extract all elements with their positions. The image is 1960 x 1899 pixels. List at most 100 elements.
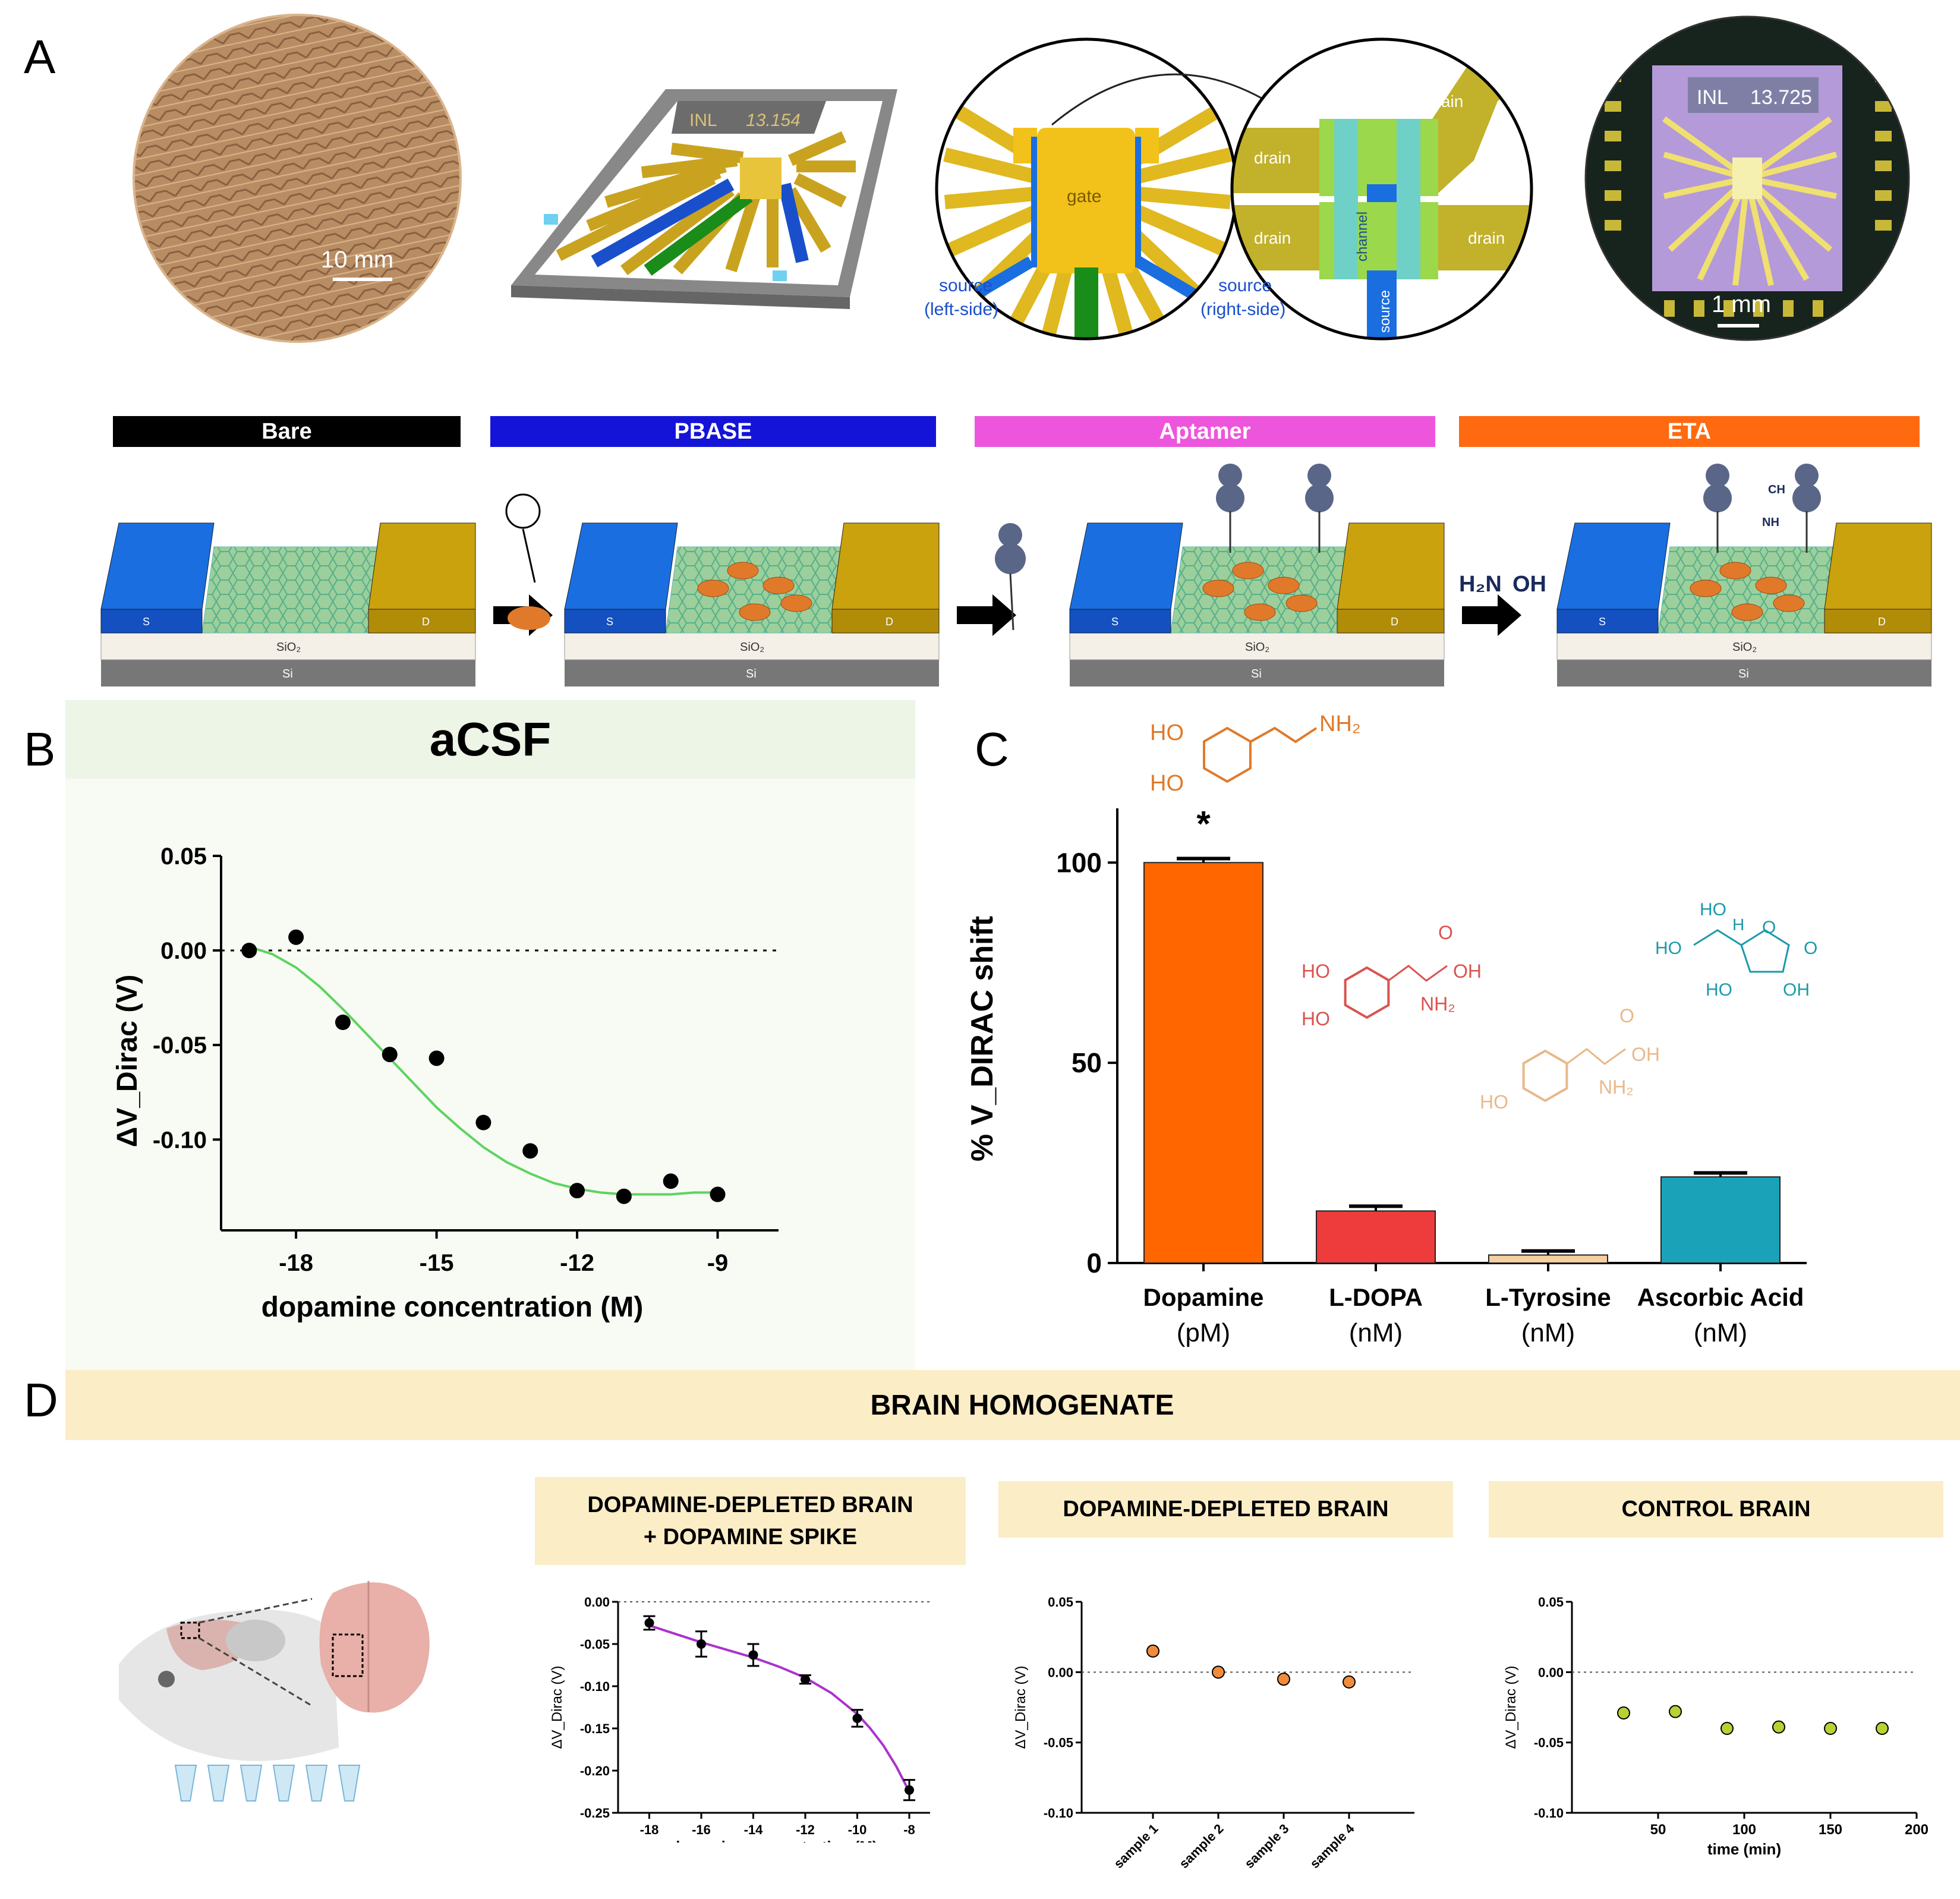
mouse-brain-illustration <box>119 1581 430 1802</box>
chart-d1-spike: 0.00 -0.05 -0.10 -0.15 -0.20 -0.25 ΔV_Dirac (V… <box>549 1595 930 1843</box>
pbase-chain <box>522 528 536 583</box>
data-point <box>748 1650 758 1660</box>
ascorbic-chain <box>1693 929 1742 946</box>
ascorbic-o-ring: O <box>1762 918 1776 937</box>
panel-b-header: aCSF <box>65 700 915 779</box>
data-point <box>1212 1665 1225 1679</box>
x-tick-label: Dopamine <box>1143 1283 1263 1311</box>
bar <box>1488 1254 1608 1264</box>
bar <box>1316 1210 1436 1264</box>
panel-d-banner: BRAIN HOMOGENATE <box>65 1370 1960 1440</box>
ascorbic-h: H <box>1732 915 1744 934</box>
benzene-ring <box>1522 1049 1568 1103</box>
y-tick-label: 0.00 <box>160 938 207 964</box>
source-electrode <box>100 522 215 610</box>
data-point <box>1669 1705 1682 1718</box>
ldopa-chain <box>1388 965 1448 982</box>
data-point <box>1772 1720 1785 1734</box>
x-tick-label: L-Tyrosine <box>1485 1283 1611 1311</box>
subtitle-control: CONTROL BRAIN <box>1489 1481 1943 1538</box>
aptamer-head <box>1706 464 1729 487</box>
source-electrode-front <box>100 609 203 634</box>
process-arrow <box>957 594 1016 636</box>
y-tick-label: 0.05 <box>1048 1595 1073 1610</box>
stage-bar-pbase: PBASE <box>490 416 936 447</box>
data-point <box>382 1047 398 1063</box>
si-layer <box>101 660 475 686</box>
x-axis-label: dopamine concentration (M) <box>261 1292 644 1323</box>
x-tick-label: -16 <box>692 1822 711 1837</box>
subtitle-spike-line2: + DOPAMINE SPIKE <box>643 1525 858 1550</box>
pyrene-molecule <box>1202 580 1234 597</box>
aptamer-head <box>1218 464 1242 487</box>
device-step-3: Si SiO₂ S D <box>1069 464 1521 686</box>
bar <box>1143 862 1263 1264</box>
aptamer-body <box>1216 484 1244 512</box>
data-point <box>852 1713 862 1723</box>
source-label: source <box>1377 290 1393 333</box>
chip-label: INL <box>689 111 717 130</box>
channel-label: channel <box>1354 212 1370 262</box>
data-point <box>1824 1722 1837 1735</box>
source-electrode-front <box>1069 609 1171 634</box>
data-point <box>697 1639 706 1649</box>
ldopa-o: O <box>1438 922 1453 943</box>
x-tick-label: -12 <box>560 1250 594 1276</box>
pyrene-molecule <box>697 580 729 597</box>
y-tick-label: -0.05 <box>1534 1736 1564 1750</box>
source-electrode-front <box>1556 609 1659 634</box>
x-tick-label: 150 <box>1819 1822 1842 1838</box>
drain-label-upper-right: drain <box>1426 92 1463 111</box>
data-point <box>1876 1722 1889 1735</box>
pyrene-molecule <box>1690 580 1722 597</box>
drain-electrode <box>368 522 476 610</box>
chip-number: 13.154 <box>746 111 801 130</box>
y-tick-label: 0.05 <box>160 843 207 870</box>
y-tick-label: 50 <box>1072 1047 1102 1078</box>
aptamer-head <box>1307 464 1331 487</box>
data-point <box>241 943 257 959</box>
y-tick-label: -0.05 <box>580 1637 610 1652</box>
wafer-photo <box>133 14 462 343</box>
x-axis-label: time (min) <box>1707 1840 1781 1858</box>
molecule-dopamine: HO HO NH₂ <box>1150 711 1361 796</box>
pbase-reagent <box>505 493 550 630</box>
x-tick-label: sample 4 <box>1307 1821 1357 1871</box>
y-tick-label: -0.10 <box>580 1679 610 1694</box>
x-tick-label: sample 2 <box>1176 1821 1226 1871</box>
drain-label-bottom: drain <box>1254 229 1291 247</box>
y-tick-label: 0.00 <box>1538 1665 1564 1680</box>
pyrene-molecule <box>1285 594 1318 612</box>
data-point <box>616 1188 632 1204</box>
data-point <box>475 1114 491 1130</box>
y-tick-label: 0.00 <box>584 1595 610 1610</box>
benzene-ring <box>1344 966 1390 1019</box>
panel-a-figure: INL 13.154 <box>133 14 1910 343</box>
device-step-2: Si SiO₂ S D <box>564 522 1016 686</box>
data-point <box>1146 1644 1159 1658</box>
drain-letter: D <box>886 616 893 628</box>
ascorbic-o: O <box>1804 939 1817 958</box>
x-tick-label: -10 <box>848 1822 867 1837</box>
subtitle-spike-line1: DOPAMINE-DEPLETED BRAIN <box>587 1492 913 1517</box>
data-point <box>522 1143 538 1159</box>
drain-letter: D <box>1391 616 1398 628</box>
sio2-layer <box>1556 632 1932 660</box>
drain-label-top: drain <box>1254 149 1291 167</box>
chart-d3-control: 0.05 0.00 -0.05 -0.10 ΔV_Dirac (V) 50 100 150 20… <box>1503 1595 1929 1858</box>
pyrene-molecule <box>1268 577 1300 594</box>
tyrosine-ho: HO <box>1480 1091 1508 1113</box>
ascorbic-ho-2: HO <box>1655 939 1682 958</box>
bar <box>1660 1176 1781 1264</box>
pbase-pyrene <box>508 606 550 630</box>
ldopa-ho-1: HO <box>1302 960 1330 982</box>
stage-bar-aptamer: Aptamer <box>975 416 1435 447</box>
drain-label-right: drain <box>1468 229 1505 247</box>
process-arrow <box>1462 594 1521 636</box>
data-point <box>905 1785 914 1795</box>
x-tick-label: -15 <box>420 1250 454 1276</box>
y-axis-label: ΔV_Dirac (V) <box>112 975 143 1148</box>
y-tick-label: -0.10 <box>1534 1806 1564 1821</box>
benzene-ring <box>1203 726 1252 783</box>
y-axis-label: ΔV_Dirac (V) <box>1503 1665 1519 1749</box>
